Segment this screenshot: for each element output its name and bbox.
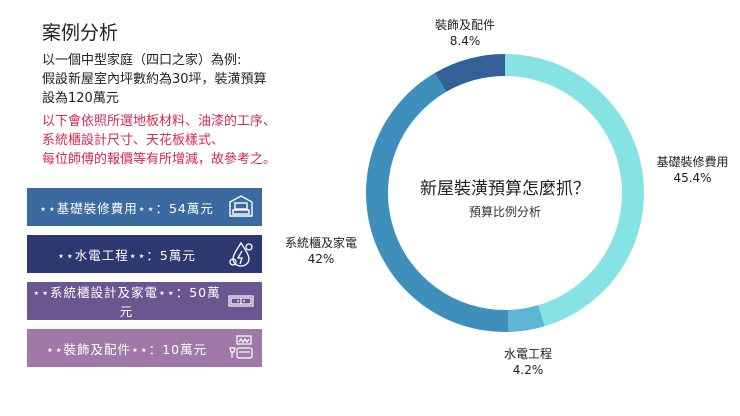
chart-title: 新屋裝潢預算怎麼抓？	[420, 179, 590, 199]
cabinet-icon	[228, 295, 254, 307]
label-value: 8.4%	[449, 34, 481, 48]
card-label: ⋆⋆基礎裝修費用⋆⋆：54萬元	[39, 200, 214, 216]
label-value: 42%	[307, 252, 335, 266]
description-line: 設為120萬元	[42, 91, 119, 106]
card-label: ⋆⋆系統櫃設計及家電⋆⋆：50萬元	[32, 285, 221, 319]
label-value: 45.4%	[673, 171, 712, 185]
label-name: 系統櫃及家電	[284, 236, 357, 250]
description-line: 假設新屋室內坪數約為30坪，裝潢預算	[42, 72, 267, 87]
cost-card-cabinet-appliance: ⋆⋆系統櫃設計及家電⋆⋆：50萬元	[27, 282, 262, 320]
page-title: 案例分析	[42, 22, 119, 44]
label-decoration: 裝飾及配件 8.4%	[420, 17, 510, 49]
label-basic: 基礎裝修費用 45.4%	[645, 154, 740, 186]
label-cabinet: 系統櫃及家電 42%	[276, 235, 366, 267]
slice-plumbing	[507, 305, 545, 332]
label-plumbing: 水電工程 4.2%	[488, 346, 568, 378]
water-electricity-icon	[229, 241, 253, 267]
case-description: 以一個中型家庭（四口之家）為例: 假設新屋室內坪數約為30坪，裝潢預算 設為12…	[42, 51, 267, 108]
note-line: 以下會依照所選地板材料、油漆的工序、	[42, 114, 277, 129]
slice-basic	[505, 54, 645, 327]
chart-subtitle: 預算比例分析	[468, 205, 541, 219]
label-name: 裝飾及配件	[434, 18, 495, 32]
card-label: ⋆⋆水電工程⋆⋆：5萬元	[57, 247, 196, 263]
label-name: 水電工程	[503, 347, 552, 361]
slice-cabinet	[365, 72, 509, 332]
note-line: 每位師傅的報價等有所增減，故參考之。	[42, 152, 277, 167]
note-line: 系統櫃設計尺寸、天花板樣式、	[42, 133, 225, 148]
cost-card-plumbing-electrical: ⋆⋆水電工程⋆⋆：5萬元	[27, 235, 262, 273]
card-label: ⋆⋆裝飾及配件⋆⋆：10萬元	[45, 341, 208, 357]
label-value: 4.2%	[512, 363, 544, 377]
sofa-lamp-icon	[229, 335, 253, 359]
disclaimer-note: 以下會依照所選地板材料、油漆的工序、 系統櫃設計尺寸、天花板樣式、 每位師傅的報…	[42, 112, 276, 169]
slice-decoration	[434, 54, 505, 92]
cost-card-decoration: ⋆⋆裝飾及配件⋆⋆：10萬元	[27, 329, 262, 367]
cost-card-basic: ⋆⋆基礎裝修費用⋆⋆：54萬元	[27, 188, 262, 226]
label-name: 基礎裝修費用	[656, 155, 729, 169]
description-line: 以一個中型家庭（四口之家）為例:	[42, 53, 242, 68]
house-furniture-icon	[229, 195, 253, 217]
